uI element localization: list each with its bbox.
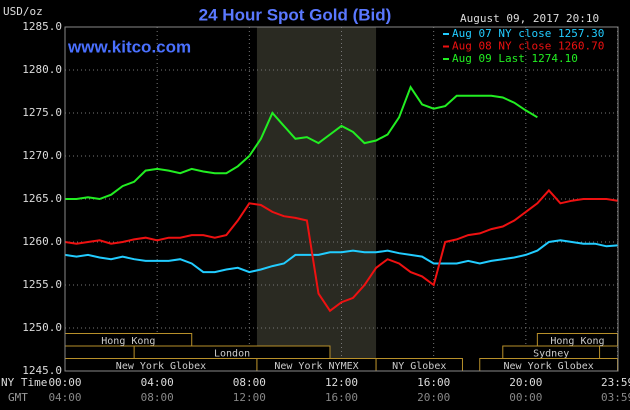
y-tick-label: 1245.0 bbox=[22, 364, 62, 377]
session-label: New York Globex bbox=[503, 361, 593, 372]
gmt-tick-label: 08:00 bbox=[141, 391, 174, 404]
session-label: Hong Kong bbox=[101, 336, 155, 347]
ny-time-label: NY Time bbox=[1, 376, 47, 389]
gmt-tick-label: 20:00 bbox=[417, 391, 450, 404]
x-tick-label: 04:00 bbox=[141, 376, 174, 389]
session-label: New York NYMEX bbox=[274, 361, 358, 372]
y-axis-label: USD/oz bbox=[3, 5, 43, 18]
y-tick-label: 1260.0 bbox=[22, 235, 62, 248]
gmt-tick-label: 03:59 bbox=[601, 391, 630, 404]
legend-label: Aug 09 Last 1274.10 bbox=[452, 52, 578, 65]
session-label: Hong Kong bbox=[550, 336, 604, 347]
session-label: NY Globex bbox=[392, 361, 446, 372]
session-label: New York Globex bbox=[116, 361, 206, 372]
y-tick-label: 1265.0 bbox=[22, 192, 62, 205]
y-tick-label: 1255.0 bbox=[22, 278, 62, 291]
x-tick-label: 12:00 bbox=[325, 376, 358, 389]
y-tick-label: 1275.0 bbox=[22, 106, 62, 119]
series-line bbox=[64, 188, 618, 313]
legend-label: Aug 07 NY close 1257.30 bbox=[452, 27, 604, 40]
session-label: Sydney bbox=[533, 348, 569, 359]
shaded-region bbox=[256, 27, 377, 371]
series-line bbox=[64, 239, 618, 274]
chart-title: 24 Hour Spot Gold (Bid) bbox=[199, 5, 392, 24]
site-label: www.kitco.com bbox=[67, 37, 191, 56]
x-tick-label: 16:00 bbox=[417, 376, 450, 389]
x-tick-label: 08:00 bbox=[233, 376, 266, 389]
gmt-tick-label: 12:00 bbox=[233, 391, 266, 404]
legend-label: Aug 08 NY close 1260.70 bbox=[452, 40, 604, 53]
timestamp: August 09, 2017 20:10 bbox=[460, 12, 599, 25]
y-tick-label: 1270.0 bbox=[22, 149, 62, 162]
x-tick-label: 00:00 bbox=[48, 376, 81, 389]
x-tick-label: 20:00 bbox=[509, 376, 542, 389]
y-tick-label: 1280.0 bbox=[22, 63, 62, 76]
gmt-tick-label: 00:00 bbox=[509, 391, 542, 404]
series-line bbox=[65, 85, 538, 201]
gmt-tick-label: 04:00 bbox=[48, 391, 81, 404]
gmt-tick-label: 16:00 bbox=[325, 391, 358, 404]
gmt-label: GMT bbox=[8, 391, 28, 404]
y-tick-label: 1285.0 bbox=[22, 20, 62, 33]
session-label: London bbox=[214, 348, 250, 359]
plot-frame bbox=[64, 26, 619, 372]
y-tick-label: 1250.0 bbox=[22, 321, 62, 334]
x-tick-label: 23:59 bbox=[601, 376, 630, 389]
